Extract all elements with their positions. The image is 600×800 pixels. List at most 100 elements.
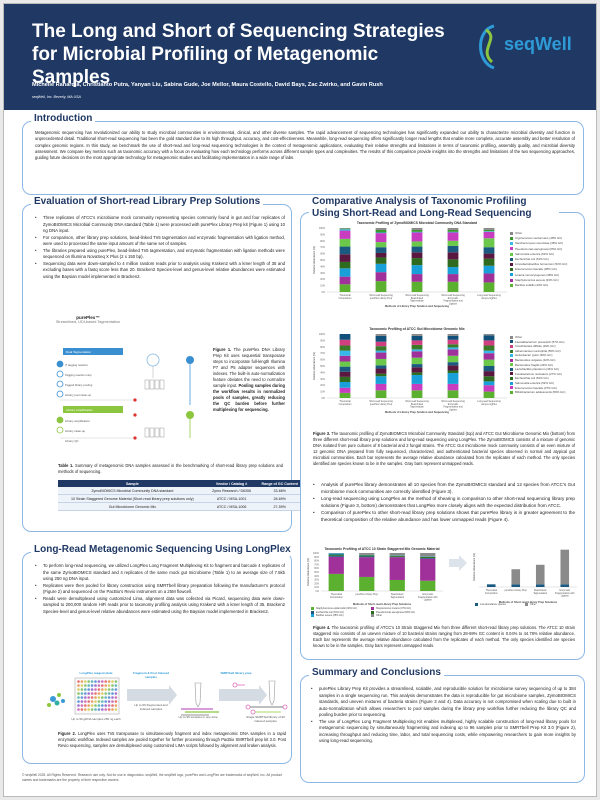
legend-item: Salmonella enterica (52% GC) [510,252,567,257]
well [107,708,111,711]
bar-segment [389,579,405,591]
table-row: 10 Strain Staggered Genome Material (Sho… [58,494,303,503]
affiliation: seqWell, Inc. Beverly, MA USA [32,95,81,99]
well [80,688,84,691]
well [111,680,114,683]
bar-segment [560,584,570,587]
well [80,704,84,707]
well [111,708,114,711]
y-tick-label: 80% [314,560,320,563]
x-tick-line: Short-read Sequencing [441,400,465,403]
well [111,688,114,691]
bar-segment [483,273,495,283]
y-tick-label: 10% [320,391,326,394]
y-axis-label: Relative Abundance (%) [472,553,476,581]
summary-heading: Summary and Conclusions [309,667,444,679]
bar-segment [359,556,375,558]
bar-segment [535,564,545,585]
bar-segment [483,366,495,372]
x-tick-line: using LongPlex [481,404,498,406]
x-tick-label: Short-read Sequencing purePlex Library Pr… [369,294,393,300]
x-tick-line: Ligation [449,408,458,411]
bullet: Three replicates of ATCC's microbiome mo… [35,215,285,235]
column-header: Sample [58,480,207,487]
y-tick-label: 50% [320,259,326,262]
well [104,700,107,703]
figure1-title-block: purePlex™ Streamlined, UDI-based Tagment… [23,315,153,324]
bar-segment [447,362,459,366]
x-axis-label: Methods of Library Prep Solution and Seq… [385,410,449,414]
well [77,700,80,703]
bar-segment [339,387,351,393]
table1-caption-text: Summary of metagenomic DNA samples asses… [58,463,283,474]
legend-swatch [510,262,513,266]
legend-item: Salmonella enterica (52% GC) [510,381,565,386]
x-tick-line: Theoretical [331,593,343,596]
bar-segment [447,228,459,230]
well [94,708,97,711]
well [94,696,97,699]
cell: Gut Microbiome Genomic Mix [58,502,207,511]
legend-label: Akkermansia muciniphila (55% GC) [515,348,561,353]
well [107,704,111,707]
stage-dual-tagmentation: Dual Tagmentation [63,348,123,355]
table1-caption-label: Table 1. [58,463,74,468]
well [101,708,104,711]
well [84,680,87,683]
bullet: The libraries prepared using purePlex, b… [35,248,285,261]
bar-segment [411,229,423,232]
bar-segment [483,345,495,351]
plate-sublabel: Up to 96 gDNA samples 250 ng each [71,717,121,721]
legend-swatch [510,390,513,394]
x-tick-line: purePlex Library Prep [370,297,393,300]
bar-segment [339,284,351,292]
legend-item: Other [525,603,575,607]
well [101,692,104,695]
legend-swatch [510,363,513,367]
bar-segment [483,247,495,254]
bar-segment [375,263,387,273]
legend-swatch [510,273,513,277]
summary-section: Summary and Conclusions purePlex Library… [300,667,585,783]
legend-label: Enterococcus faecalis (38% GC) [515,267,557,272]
chart-svg: Taxonomic Profiling of ZymoBIOMICS Micro… [312,221,507,308]
well [107,688,111,691]
legend-label: Other [376,614,382,618]
bar-segment [447,245,459,253]
figure1-caption-bold: Pooling samples during the workflow resu… [213,383,285,412]
evaluation-bullets: Three replicates of ATCC's microbiome mo… [35,215,285,280]
well [80,684,84,687]
well [80,696,84,699]
bar-segment [339,276,351,285]
y-tick-label: 80% [320,240,326,243]
bar-segment [483,228,495,230]
legend-item: Pseudomonas aeruginosa (66% GC) [371,610,431,615]
legend-item: Bacteroides vulgatus (42% GC) [510,358,565,363]
well [111,700,114,703]
y-tick-label: 80% [320,346,326,349]
bar-segment [339,229,351,231]
y-tick-label: 30% [320,378,326,381]
x-tick-label: purePlex Library Prep [505,589,528,592]
y-tick-label: 40% [314,575,320,578]
x-tick-line: Short-read Sequencing [405,294,429,297]
cell: ZymoBIOMICS Microbial Community DNA stan… [58,487,207,495]
bar-segment [411,241,423,247]
well [87,684,90,687]
step: i7 tagging reaction [65,363,88,367]
legend-swatch [525,603,528,606]
legend-item: Faecalibacterium prausnitzii (57% GC) [510,340,565,345]
legend-swatch [510,247,513,251]
legend-label: Limosilactobacillus fermentum (52% GC) [515,262,568,267]
well [107,700,111,703]
legend-swatch [371,607,374,610]
well [111,692,114,695]
table-header-row: Sample Vendor / Catalog # Range of GC Cont… [58,480,303,487]
bullet: Reads were demultiplexed using customize… [35,596,285,616]
cell: 10 Strain Staggered Genome Material (Sho… [58,494,207,503]
bar-segment [483,381,495,386]
well [77,696,80,699]
bar-segment [447,355,459,363]
bar-segment [411,364,423,368]
x-tick-line: Ligation [561,595,570,598]
